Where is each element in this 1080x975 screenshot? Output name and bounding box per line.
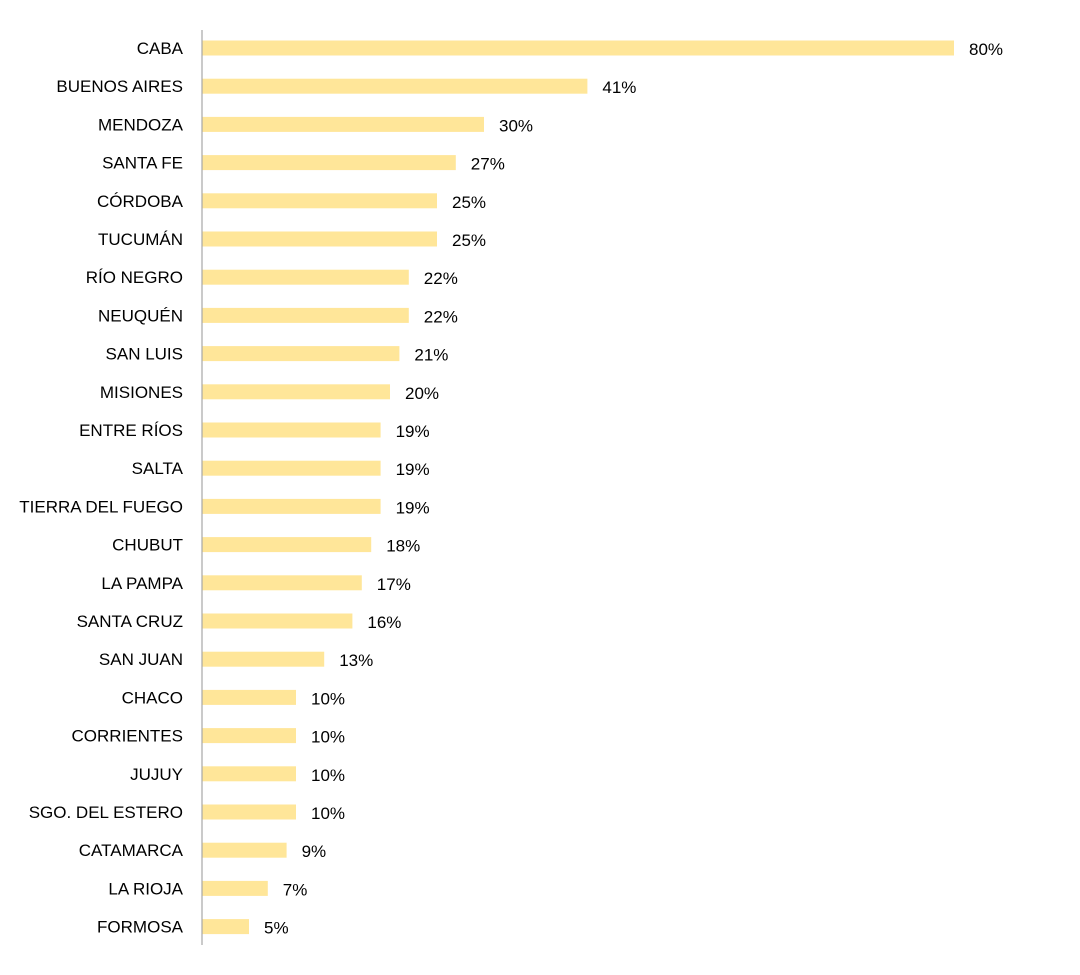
category-label-jujuy: JUJUY [130, 765, 183, 784]
category-label-santa-cruz: SANTA CRUZ [77, 612, 183, 631]
value-label-salta: 19% [396, 460, 430, 479]
category-label-santa-fe: SANTA FE [102, 154, 183, 173]
value-label-catamarca: 9% [302, 842, 327, 861]
bar-san-juan [202, 651, 325, 667]
bar-santa-cruz [202, 613, 353, 629]
category-label-corrientes: CORRIENTES [72, 727, 183, 746]
value-label-cordoba: 25% [452, 193, 486, 212]
bar-rio-negro [202, 269, 409, 285]
value-label-santa-cruz: 16% [367, 613, 401, 632]
bar-sgo-del-estero [202, 804, 296, 820]
bar-corrientes [202, 728, 296, 744]
bars-group [202, 40, 954, 935]
value-label-rio-negro: 22% [424, 269, 458, 288]
bar-buenos-aires [202, 78, 588, 94]
bar-santa-fe [202, 155, 456, 171]
value-label-santa-fe: 27% [471, 155, 505, 174]
bar-chubut [202, 537, 372, 553]
bar-salta [202, 460, 381, 476]
value-label-jujuy: 10% [311, 766, 345, 785]
category-labels-group: CABA BUENOS AIRES MENDOZA SANTA FE CÓRDOBA TU… [19, 39, 183, 937]
value-label-formosa: 5% [264, 919, 289, 938]
category-label-entre-rios: ENTRE RÍOS [79, 421, 183, 440]
value-label-tucuman: 25% [452, 231, 486, 250]
category-label-buenos-aires: BUENOS AIRES [56, 77, 183, 96]
value-label-caba: 80% [969, 40, 1003, 59]
category-label-sgo-del-estero: SGO. DEL ESTERO [29, 803, 183, 822]
bar-la-rioja [202, 880, 268, 896]
category-label-salta: SALTA [132, 459, 184, 478]
bar-cordoba [202, 193, 437, 209]
value-label-chubut: 18% [386, 537, 420, 556]
value-label-entre-rios: 19% [396, 422, 430, 441]
value-label-san-juan: 13% [339, 651, 373, 670]
category-label-tucuman: TUCUMÁN [98, 230, 183, 249]
category-label-san-juan: SAN JUAN [99, 650, 183, 669]
bar-mendoza [202, 116, 484, 132]
category-label-san-luis: SAN LUIS [106, 345, 183, 364]
bar-formosa [202, 919, 249, 935]
category-label-misiones: MISIONES [100, 383, 183, 402]
category-label-rio-negro: RÍO NEGRO [86, 268, 183, 287]
bar-catamarca [202, 842, 287, 858]
bar-la-pampa [202, 575, 362, 591]
category-label-la-pampa: LA PAMPA [101, 574, 183, 593]
category-label-caba: CABA [137, 39, 184, 58]
category-label-catamarca: CATAMARCA [79, 841, 184, 860]
category-label-tierra-del-fuego: TIERRA DEL FUEGO [19, 497, 183, 516]
category-label-la-rioja: LA RIOJA [108, 879, 183, 898]
value-label-la-rioja: 7% [283, 880, 308, 899]
bar-san-luis [202, 346, 400, 362]
value-label-sgo-del-estero: 10% [311, 804, 345, 823]
bar-tierra-del-fuego [202, 498, 381, 514]
category-label-chaco: CHACO [122, 688, 183, 707]
value-label-la-pampa: 17% [377, 575, 411, 594]
category-label-mendoza: MENDOZA [98, 115, 184, 134]
category-label-chubut: CHUBUT [112, 536, 183, 555]
category-label-cordoba: CÓRDOBA [97, 192, 184, 211]
value-label-buenos-aires: 41% [602, 78, 636, 97]
value-label-mendoza: 30% [499, 116, 533, 135]
category-label-formosa: FORMOSA [97, 918, 184, 937]
bar-tucuman [202, 231, 437, 247]
value-labels-group: 80% 41% 30% 27% 25% 25% 22% 22% 21% 20% 19% 19% 19% 1… [264, 40, 1003, 938]
value-label-tierra-del-fuego: 19% [396, 498, 430, 517]
value-label-san-luis: 21% [414, 346, 448, 365]
bar-entre-rios [202, 422, 381, 438]
bar-jujuy [202, 766, 296, 782]
value-label-corrientes: 10% [311, 728, 345, 747]
value-label-chaco: 10% [311, 689, 345, 708]
bar-caba [202, 40, 954, 56]
value-label-neuquen: 22% [424, 307, 458, 326]
bar-misiones [202, 384, 390, 400]
bar-neuquen [202, 307, 409, 323]
category-label-neuquen: NEUQUÉN [98, 306, 183, 325]
bar-chaco [202, 689, 296, 705]
value-label-misiones: 20% [405, 384, 439, 403]
